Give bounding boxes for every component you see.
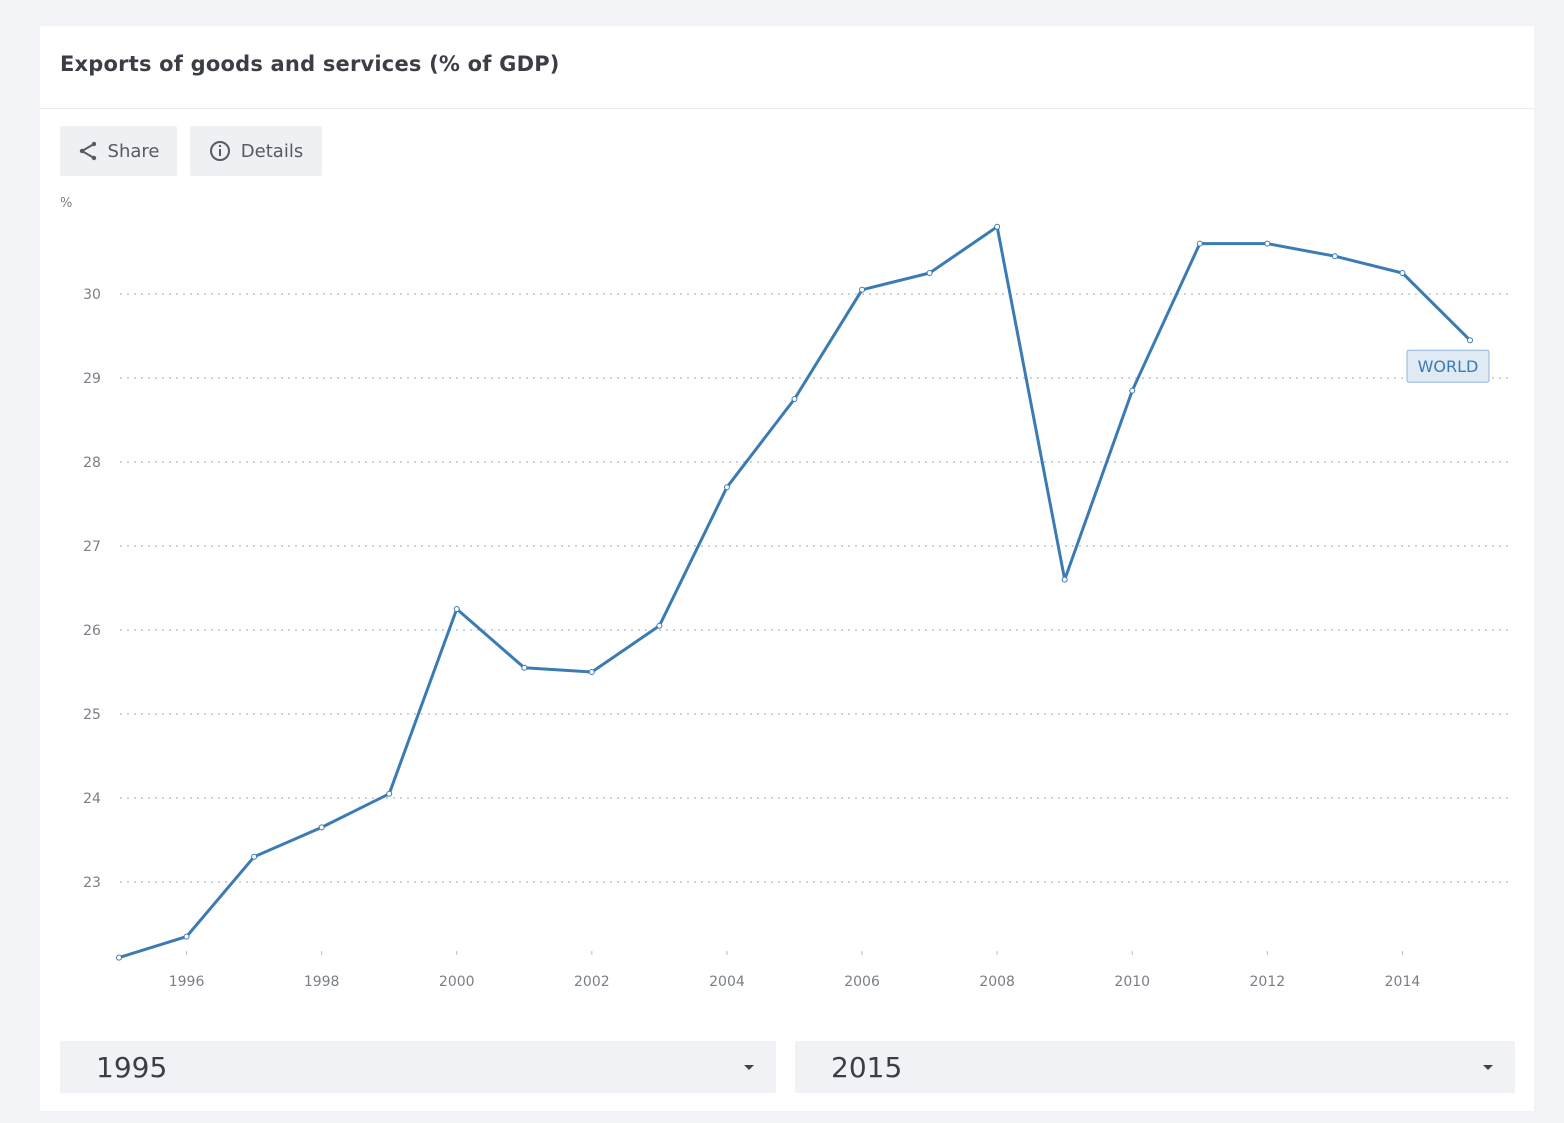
end-year-value: 2015 [831,1050,903,1084]
x-tick-label: 2002 [574,974,610,990]
y-tick-label: 26 [83,623,101,639]
data-point [926,270,933,276]
data-point [656,622,663,629]
end-year-select[interactable]: 2015 [795,1041,1515,1093]
data-point [453,606,460,612]
y-tick-label: 29 [83,371,101,387]
share-button[interactable]: Share [60,126,177,176]
y-tick-label: 28 [83,455,101,471]
x-tick-label: 2004 [709,974,745,990]
data-point [1061,576,1068,583]
series-label-badge [1406,349,1490,383]
details-label: Details [240,140,304,162]
chevron-down-icon [744,1064,754,1070]
data-point [1196,240,1203,247]
chart-title: Exports of goods and services (% of GDP) [60,52,560,76]
data-point [251,853,258,860]
data-point [318,824,325,831]
data-point [1331,253,1338,260]
data-point [588,669,595,675]
y-tick-label: 24 [83,791,101,807]
data-point [723,484,730,491]
data-point [1467,337,1473,344]
x-tick-label: 1996 [169,974,205,990]
start-year-value: 1995 [96,1050,168,1084]
data-point [1264,240,1271,247]
info-icon [209,140,231,162]
line-chart: % 23 24 25 26 27 28 29 30 1996 1998 2000 2002 2004 200… [60,196,1510,990]
x-tick-label: 2014 [1385,974,1421,990]
y-tick-label: 27 [83,539,101,555]
x-tick-label: 2008 [979,974,1015,990]
data-point [1129,387,1136,394]
y-tick-label: 25 [83,707,101,723]
chevron-down-icon [1483,1064,1493,1070]
data-point [386,790,393,797]
share-icon [78,141,98,161]
y-axis-label: % [60,196,72,211]
start-year-select[interactable]: 1995 [60,1041,776,1093]
y-tick-label: 30 [83,287,101,303]
data-point [521,664,528,671]
data-point [1399,270,1406,276]
share-label: Share [107,140,160,162]
series-label: WORLD [1418,357,1479,376]
details-button[interactable]: Details [190,126,322,176]
chart-panel: Exports of goods and services (% of GDP)… [40,26,1534,1111]
data-point [791,396,798,402]
series-line [118,225,1472,960]
data-point [859,286,866,293]
x-tick-label: 2006 [844,974,880,990]
x-tick-label: 2012 [1250,974,1286,990]
data-point [994,223,1001,230]
x-tick-label: 1998 [304,974,340,990]
x-tick-label: 2010 [1114,974,1150,990]
x-tick-label: 2000 [439,974,475,990]
data-point [183,933,190,940]
y-tick-label: 23 [83,875,101,891]
data-point [116,954,122,961]
panel-header: Exports of goods and services (% of GDP) [40,26,1534,109]
